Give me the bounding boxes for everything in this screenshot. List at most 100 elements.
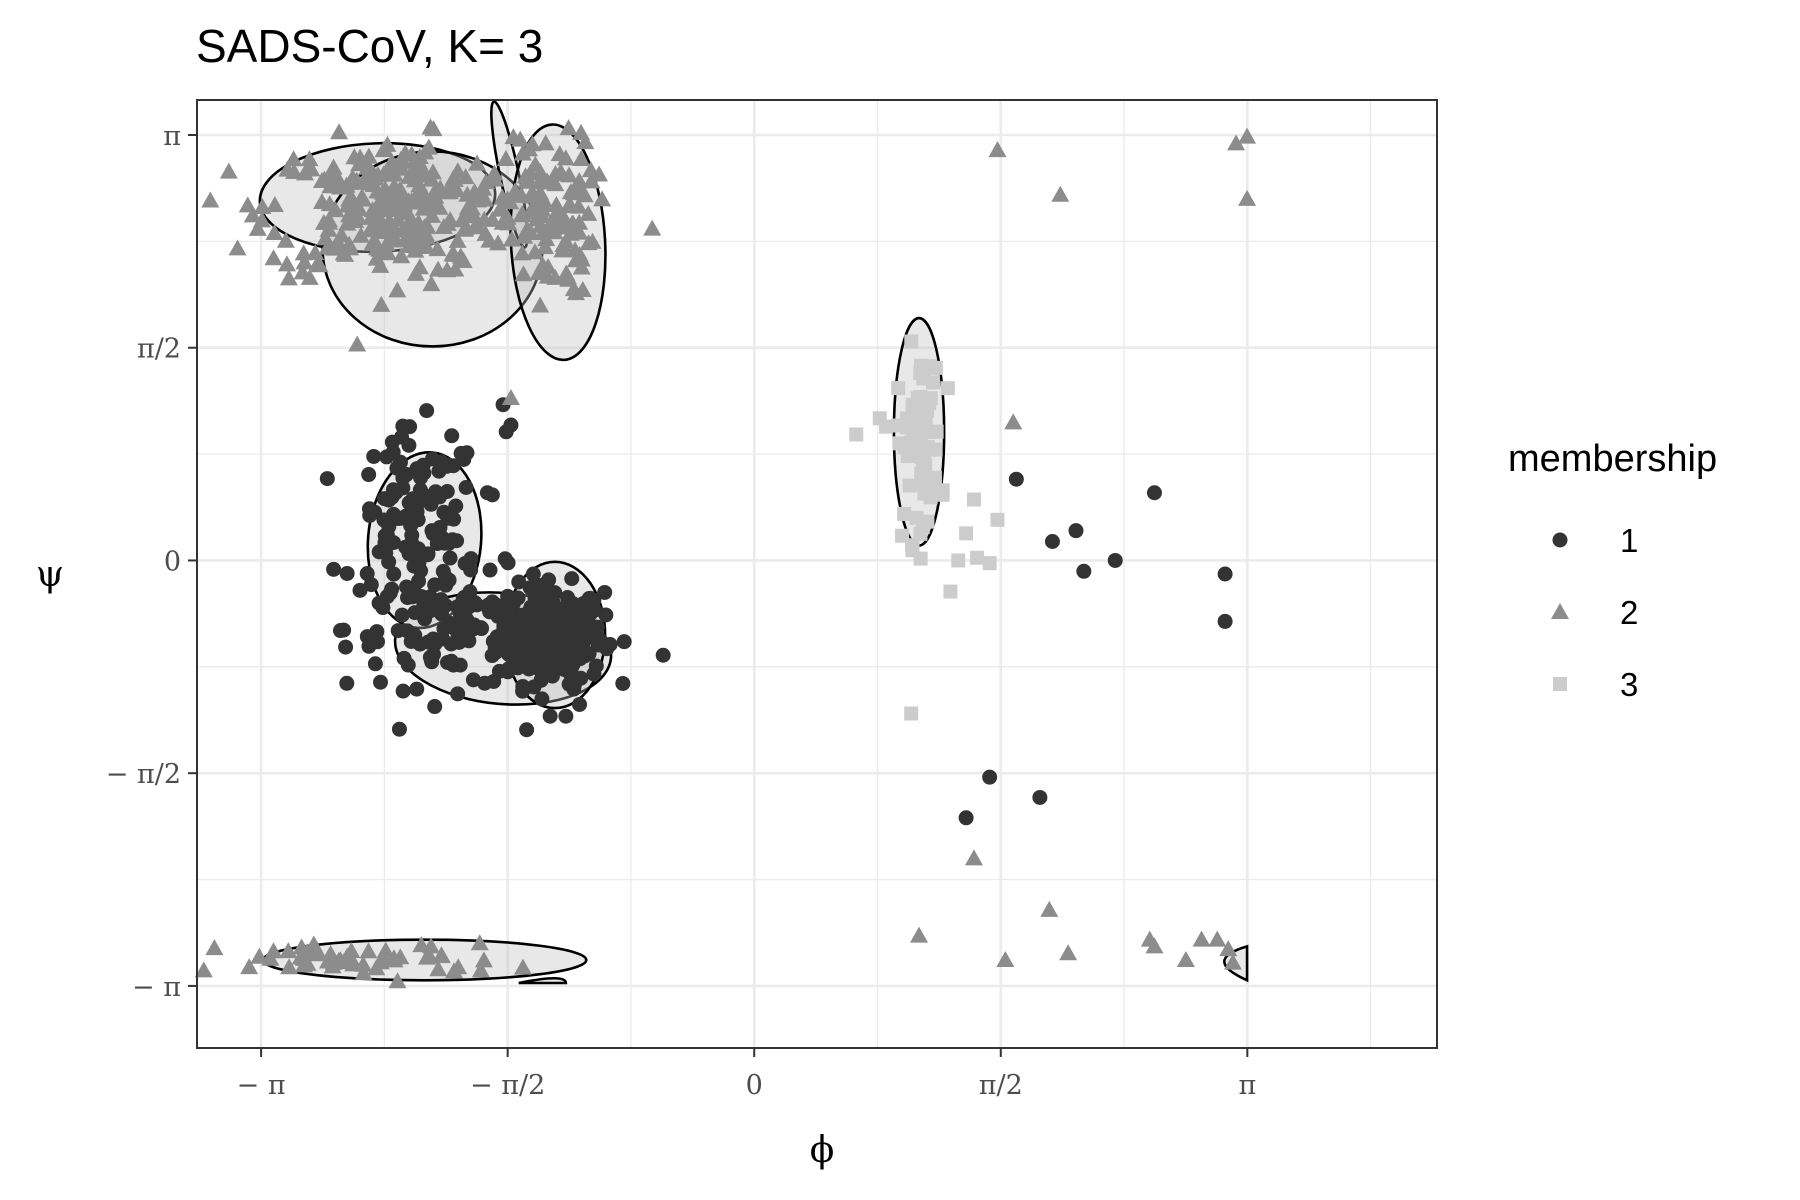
point-membership-2 [566, 241, 585, 258]
point-membership-1 [366, 448, 382, 464]
point-membership-2 [370, 208, 389, 225]
point-membership-2 [320, 213, 339, 230]
point-membership-1 [581, 591, 597, 607]
point-membership-1 [409, 681, 425, 697]
point-membership-2 [264, 249, 283, 266]
point-membership-2 [248, 219, 267, 236]
point-membership-1 [370, 634, 386, 650]
point-membership-2 [285, 163, 304, 180]
point-membership-2 [546, 268, 565, 285]
point-membership-1 [378, 545, 394, 561]
point-membership-1 [515, 683, 531, 699]
point-membership-2 [330, 123, 349, 140]
y-tick-label: π [163, 121, 181, 152]
point-membership-1 [532, 662, 548, 678]
point-membership-2 [253, 197, 272, 214]
point-membership-1 [590, 637, 606, 653]
point-membership-1 [405, 589, 421, 605]
point-membership-2 [1145, 937, 1164, 954]
point-membership-2 [319, 220, 338, 237]
point-membership-1 [571, 633, 587, 649]
legend-label: 1 [1620, 522, 1638, 559]
point-membership-1 [466, 617, 482, 633]
point-membership-2 [566, 251, 585, 268]
legend-key-triangle [1551, 603, 1569, 619]
point-membership-2 [513, 958, 532, 975]
point-membership-1 [615, 675, 631, 691]
point-membership-3 [913, 551, 928, 566]
point-membership-2 [424, 120, 443, 137]
point-membership-2 [284, 150, 303, 167]
point-membership-1 [586, 666, 602, 682]
point-membership-2 [364, 176, 383, 193]
point-membership-1 [375, 600, 391, 616]
point-membership-2 [554, 236, 573, 253]
point-membership-2 [334, 244, 353, 261]
point-membership-2 [529, 198, 548, 215]
point-membership-2 [559, 119, 578, 136]
legend-key-circle [1552, 532, 1568, 548]
point-membership-2 [1227, 134, 1246, 151]
point-membership-1 [422, 589, 438, 605]
point-membership-2 [391, 948, 410, 965]
point-membership-3 [904, 706, 919, 721]
x-axis-label: ϕ [810, 1130, 835, 1171]
point-membership-1 [1107, 552, 1123, 568]
point-membership-1 [655, 647, 671, 663]
point-membership-1 [485, 633, 501, 649]
point-membership-2 [294, 244, 313, 261]
point-membership-2 [343, 202, 362, 219]
point-membership-1 [534, 691, 550, 707]
point-membership-3 [904, 334, 919, 349]
point-membership-2 [559, 270, 578, 287]
point-membership-2 [559, 197, 578, 214]
point-membership-2 [312, 172, 331, 189]
point-membership-2 [422, 275, 441, 292]
point-membership-2 [429, 960, 448, 977]
point-membership-2 [368, 197, 387, 214]
point-membership-1 [352, 582, 368, 598]
point-membership-2 [563, 214, 582, 231]
point-membership-2 [389, 210, 408, 227]
point-membership-2 [359, 147, 378, 164]
point-membership-3 [897, 507, 912, 522]
point-membership-1 [326, 561, 342, 577]
point-membership-1 [456, 451, 472, 467]
point-membership-2 [520, 140, 539, 157]
point-membership-2 [348, 335, 367, 352]
point-membership-3 [982, 556, 997, 571]
point-membership-2 [393, 221, 412, 238]
point-membership-2 [388, 281, 407, 298]
point-membership-2 [410, 176, 429, 193]
point-membership-2 [219, 162, 238, 179]
point-membership-2 [371, 953, 390, 970]
point-membership-2 [372, 295, 391, 312]
chart-title: SADS-CoV, K= 3 [196, 20, 543, 72]
panel-border [196, 99, 1438, 1049]
point-membership-2 [325, 174, 344, 191]
point-membership-1 [545, 595, 561, 611]
point-membership-2 [531, 216, 550, 233]
point-membership-2 [1004, 413, 1023, 430]
point-membership-2 [411, 166, 430, 183]
point-membership-1 [446, 511, 462, 527]
point-membership-2 [396, 230, 415, 247]
point-membership-2 [238, 196, 257, 213]
point-membership-2 [327, 167, 346, 184]
point-membership-2 [389, 154, 408, 171]
point-membership-1 [379, 527, 395, 543]
point-membership-1 [428, 484, 444, 500]
point-membership-2 [475, 210, 494, 227]
point-membership-1 [410, 496, 426, 512]
point-membership-2 [504, 128, 523, 145]
point-membership-1 [432, 519, 448, 535]
point-membership-1 [391, 721, 407, 737]
point-membership-2 [276, 231, 295, 248]
point-membership-2 [411, 191, 430, 208]
point-membership-1 [424, 654, 440, 670]
point-membership-1 [571, 610, 587, 626]
point-membership-1 [564, 571, 580, 587]
point-membership-2 [321, 945, 340, 962]
point-membership-1 [597, 584, 613, 600]
point-membership-3 [849, 427, 864, 442]
